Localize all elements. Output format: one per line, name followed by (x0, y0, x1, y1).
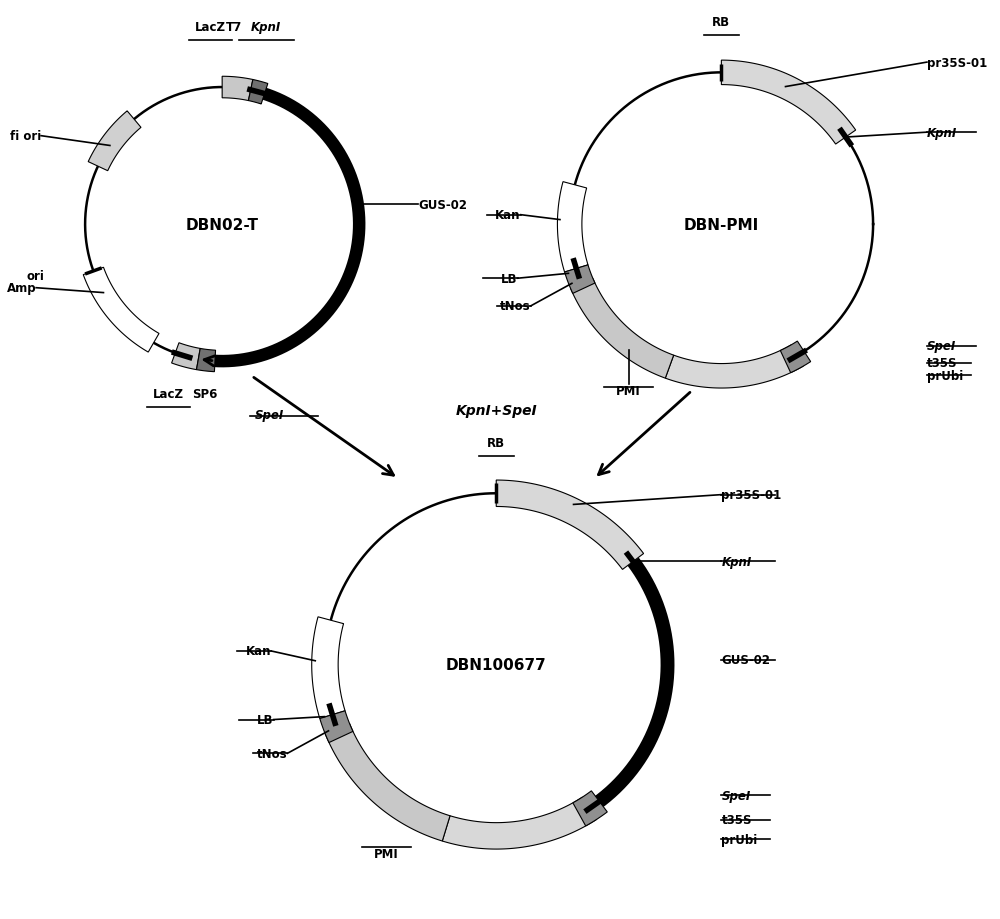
Polygon shape (325, 724, 450, 841)
Polygon shape (83, 268, 159, 353)
Text: SP6: SP6 (192, 388, 217, 401)
Text: LB: LB (501, 272, 518, 286)
Text: KpnI: KpnI (721, 555, 752, 568)
Text: LacZ: LacZ (195, 21, 226, 34)
Text: T7: T7 (226, 21, 242, 34)
Text: fi ori: fi ori (10, 130, 41, 143)
Polygon shape (570, 279, 674, 379)
Text: RB: RB (712, 17, 730, 29)
Text: SpeI: SpeI (927, 340, 956, 353)
Text: LB: LB (257, 713, 274, 726)
Polygon shape (312, 618, 345, 719)
Text: t35S: t35S (927, 357, 957, 370)
Text: tNos: tNos (500, 300, 531, 313)
Text: tNos: tNos (257, 747, 287, 760)
Text: ori: ori (27, 270, 44, 283)
Text: KpnI+SpeI: KpnI+SpeI (455, 403, 537, 417)
Polygon shape (496, 481, 644, 570)
Polygon shape (196, 349, 216, 372)
Text: KpnI: KpnI (927, 127, 957, 140)
Text: PMI: PMI (616, 385, 641, 398)
Polygon shape (721, 61, 856, 145)
Text: DBN-PMI: DBN-PMI (684, 217, 759, 233)
Text: Amp: Amp (7, 282, 36, 295)
Polygon shape (665, 346, 803, 389)
Text: KpnI: KpnI (251, 21, 281, 34)
Text: pr35S-01: pr35S-01 (721, 489, 782, 502)
Polygon shape (573, 791, 607, 826)
Polygon shape (172, 344, 200, 370)
Polygon shape (565, 266, 595, 294)
Polygon shape (222, 77, 253, 101)
Text: pr35S-01: pr35S-01 (927, 57, 987, 70)
Text: DBN100677: DBN100677 (446, 657, 547, 673)
Text: GUS-02: GUS-02 (418, 199, 467, 211)
Text: SpeI: SpeI (254, 409, 284, 422)
Text: SpeI: SpeI (721, 789, 751, 801)
Polygon shape (442, 798, 597, 849)
Text: Kan: Kan (495, 209, 521, 222)
Text: prUbi: prUbi (927, 369, 963, 382)
Text: PMI: PMI (374, 846, 399, 860)
Polygon shape (88, 112, 141, 172)
Text: RB: RB (487, 437, 505, 449)
Text: GUS-02: GUS-02 (721, 653, 770, 666)
Polygon shape (248, 80, 268, 105)
Polygon shape (557, 183, 588, 273)
Text: LacZ: LacZ (153, 388, 184, 401)
Text: Kan: Kan (246, 645, 271, 658)
Text: t35S: t35S (721, 813, 752, 826)
Text: prUbi: prUbi (721, 834, 758, 846)
Polygon shape (320, 711, 353, 743)
Polygon shape (780, 342, 811, 373)
Text: DBN02-T: DBN02-T (186, 217, 259, 233)
